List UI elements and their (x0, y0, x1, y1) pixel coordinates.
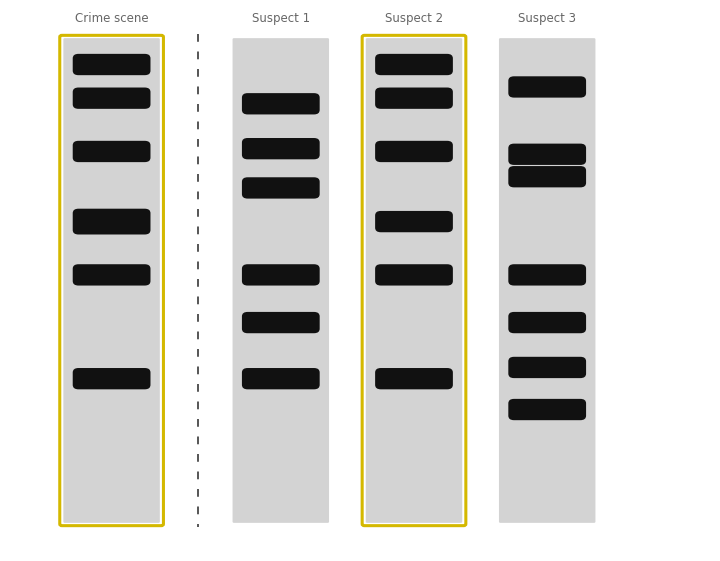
FancyBboxPatch shape (242, 138, 320, 159)
FancyBboxPatch shape (242, 177, 320, 199)
FancyBboxPatch shape (375, 141, 453, 162)
FancyBboxPatch shape (73, 264, 150, 286)
FancyBboxPatch shape (73, 88, 150, 109)
FancyBboxPatch shape (63, 38, 160, 523)
Text: Suspect 2: Suspect 2 (385, 12, 443, 25)
FancyBboxPatch shape (242, 312, 320, 333)
FancyBboxPatch shape (508, 264, 586, 286)
Text: Suspect 1: Suspect 1 (252, 12, 310, 25)
FancyBboxPatch shape (508, 144, 586, 165)
FancyBboxPatch shape (508, 399, 586, 420)
FancyBboxPatch shape (508, 166, 586, 187)
FancyBboxPatch shape (499, 38, 595, 523)
FancyBboxPatch shape (242, 368, 320, 389)
FancyBboxPatch shape (73, 54, 150, 75)
FancyBboxPatch shape (242, 93, 320, 114)
FancyBboxPatch shape (508, 357, 586, 378)
FancyBboxPatch shape (73, 368, 150, 389)
FancyBboxPatch shape (375, 54, 453, 75)
FancyBboxPatch shape (233, 38, 329, 523)
FancyBboxPatch shape (508, 76, 586, 98)
FancyBboxPatch shape (508, 312, 586, 333)
FancyBboxPatch shape (375, 264, 453, 286)
Text: Suspect 3: Suspect 3 (518, 12, 576, 25)
FancyBboxPatch shape (366, 38, 462, 523)
FancyBboxPatch shape (73, 209, 150, 234)
FancyBboxPatch shape (242, 264, 320, 286)
FancyBboxPatch shape (375, 368, 453, 389)
FancyBboxPatch shape (73, 141, 150, 162)
Text: Crime scene: Crime scene (75, 12, 148, 25)
FancyBboxPatch shape (375, 211, 453, 232)
FancyBboxPatch shape (375, 88, 453, 109)
